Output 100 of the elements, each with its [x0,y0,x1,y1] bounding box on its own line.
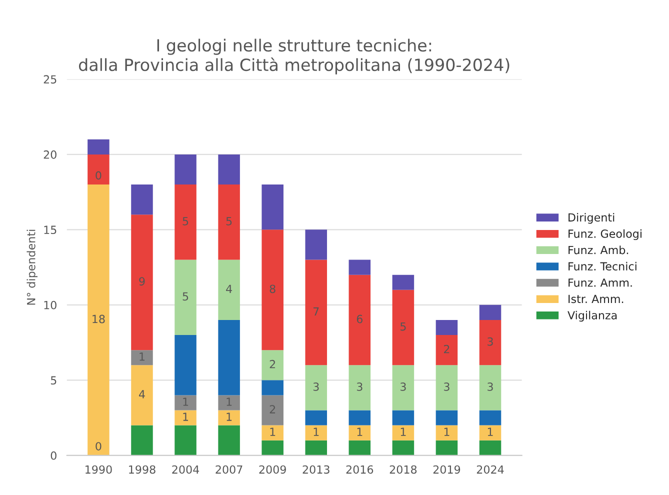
data-label: 1 [357,428,362,436]
bar [479,320,502,366]
bar [218,260,240,320]
bar [436,365,458,410]
bar [479,410,502,426]
y-tick-label: 25 [44,75,56,84]
bar [436,410,458,426]
data-label: 7 [314,307,319,316]
bar [479,304,502,320]
data-label: 2 [270,360,276,368]
data-label: 1 [444,428,450,436]
legend-label: Vigilanza [568,310,617,322]
bar [392,425,414,440]
legend-label: Funz. Amm. [568,278,632,287]
legend-label: Istr. Amm. [568,294,624,304]
data-label: 3 [400,382,406,391]
data-label: 3 [313,382,319,391]
bar [88,139,110,154]
bar [479,365,502,410]
annotation: 0 [96,171,102,180]
x-tick-label: 2019 [433,465,460,474]
legend-label: Funz. Amb. [568,246,628,254]
bar [305,365,328,410]
bar [392,365,414,410]
bar [218,425,240,456]
data-label: 9 [139,277,145,286]
x-tick-label: 1990 [86,465,112,474]
bar [479,440,502,456]
bar [262,395,284,426]
data-label: 5 [182,292,188,301]
x-tick-label: 2018 [390,465,417,474]
x-tick-label: 2024 [476,465,504,474]
bar [262,230,284,350]
bar [436,440,458,456]
data-label: 3 [444,382,450,391]
bar [348,410,371,426]
data-label: 1 [183,412,188,421]
bar [436,335,458,366]
data-label: 4 [139,390,145,398]
bar [348,425,371,440]
bar [174,410,196,426]
bar [436,425,458,440]
bar [131,214,153,350]
bar [305,440,328,456]
y-tick-label: 20 [44,150,56,159]
legend-label: Funz. Tecnici [568,262,636,271]
data-label: 1 [400,428,406,436]
bar [174,154,196,185]
y-tick-label: 5 [50,376,56,385]
data-label: 5 [182,217,188,226]
data-label: 5 [400,322,406,331]
bar [392,440,414,456]
bar [348,365,371,410]
bar [262,425,284,440]
bar [262,440,284,456]
bar [218,395,240,410]
bar [479,425,502,440]
data-label: 1 [488,428,493,436]
y-axis-title: N° dipendenti [26,230,38,305]
bar [262,380,284,396]
y-tick-label: 0 [50,451,56,460]
bar [392,290,414,366]
bar [392,410,414,426]
bar [305,260,328,366]
bar [262,184,284,230]
x-tick-label: 2007 [216,465,242,474]
bar [218,184,240,260]
bar [392,274,414,290]
data-label: 3 [488,337,493,346]
bar [88,184,110,456]
bar [218,320,240,396]
bar [174,395,196,410]
bar [174,184,196,260]
data-label: 6 [356,314,362,324]
x-tick-label: 2016 [346,465,374,474]
x-tick-label: 2013 [302,465,330,474]
bar [131,425,153,456]
bar [174,260,196,336]
legend-label: Funz. Geologi [568,229,642,240]
bar [88,154,110,185]
bar [305,410,328,426]
data-label: 3 [488,382,493,391]
data-label: 2 [444,344,450,354]
y-tick-label: 10 [44,300,56,310]
bar [131,365,153,426]
bar [262,350,284,380]
bar [131,350,153,366]
bar [218,410,240,426]
annotation: 0 [96,442,102,450]
x-tick-label: 2004 [172,465,200,474]
data-label: 1 [226,412,232,421]
x-tick-label: 1998 [129,465,156,474]
bar [305,230,328,260]
data-label: 5 [226,217,232,226]
bar [174,335,196,396]
bar [436,320,458,336]
bar [348,260,371,275]
bar [305,425,328,440]
bar [218,154,240,185]
bar [131,184,153,215]
